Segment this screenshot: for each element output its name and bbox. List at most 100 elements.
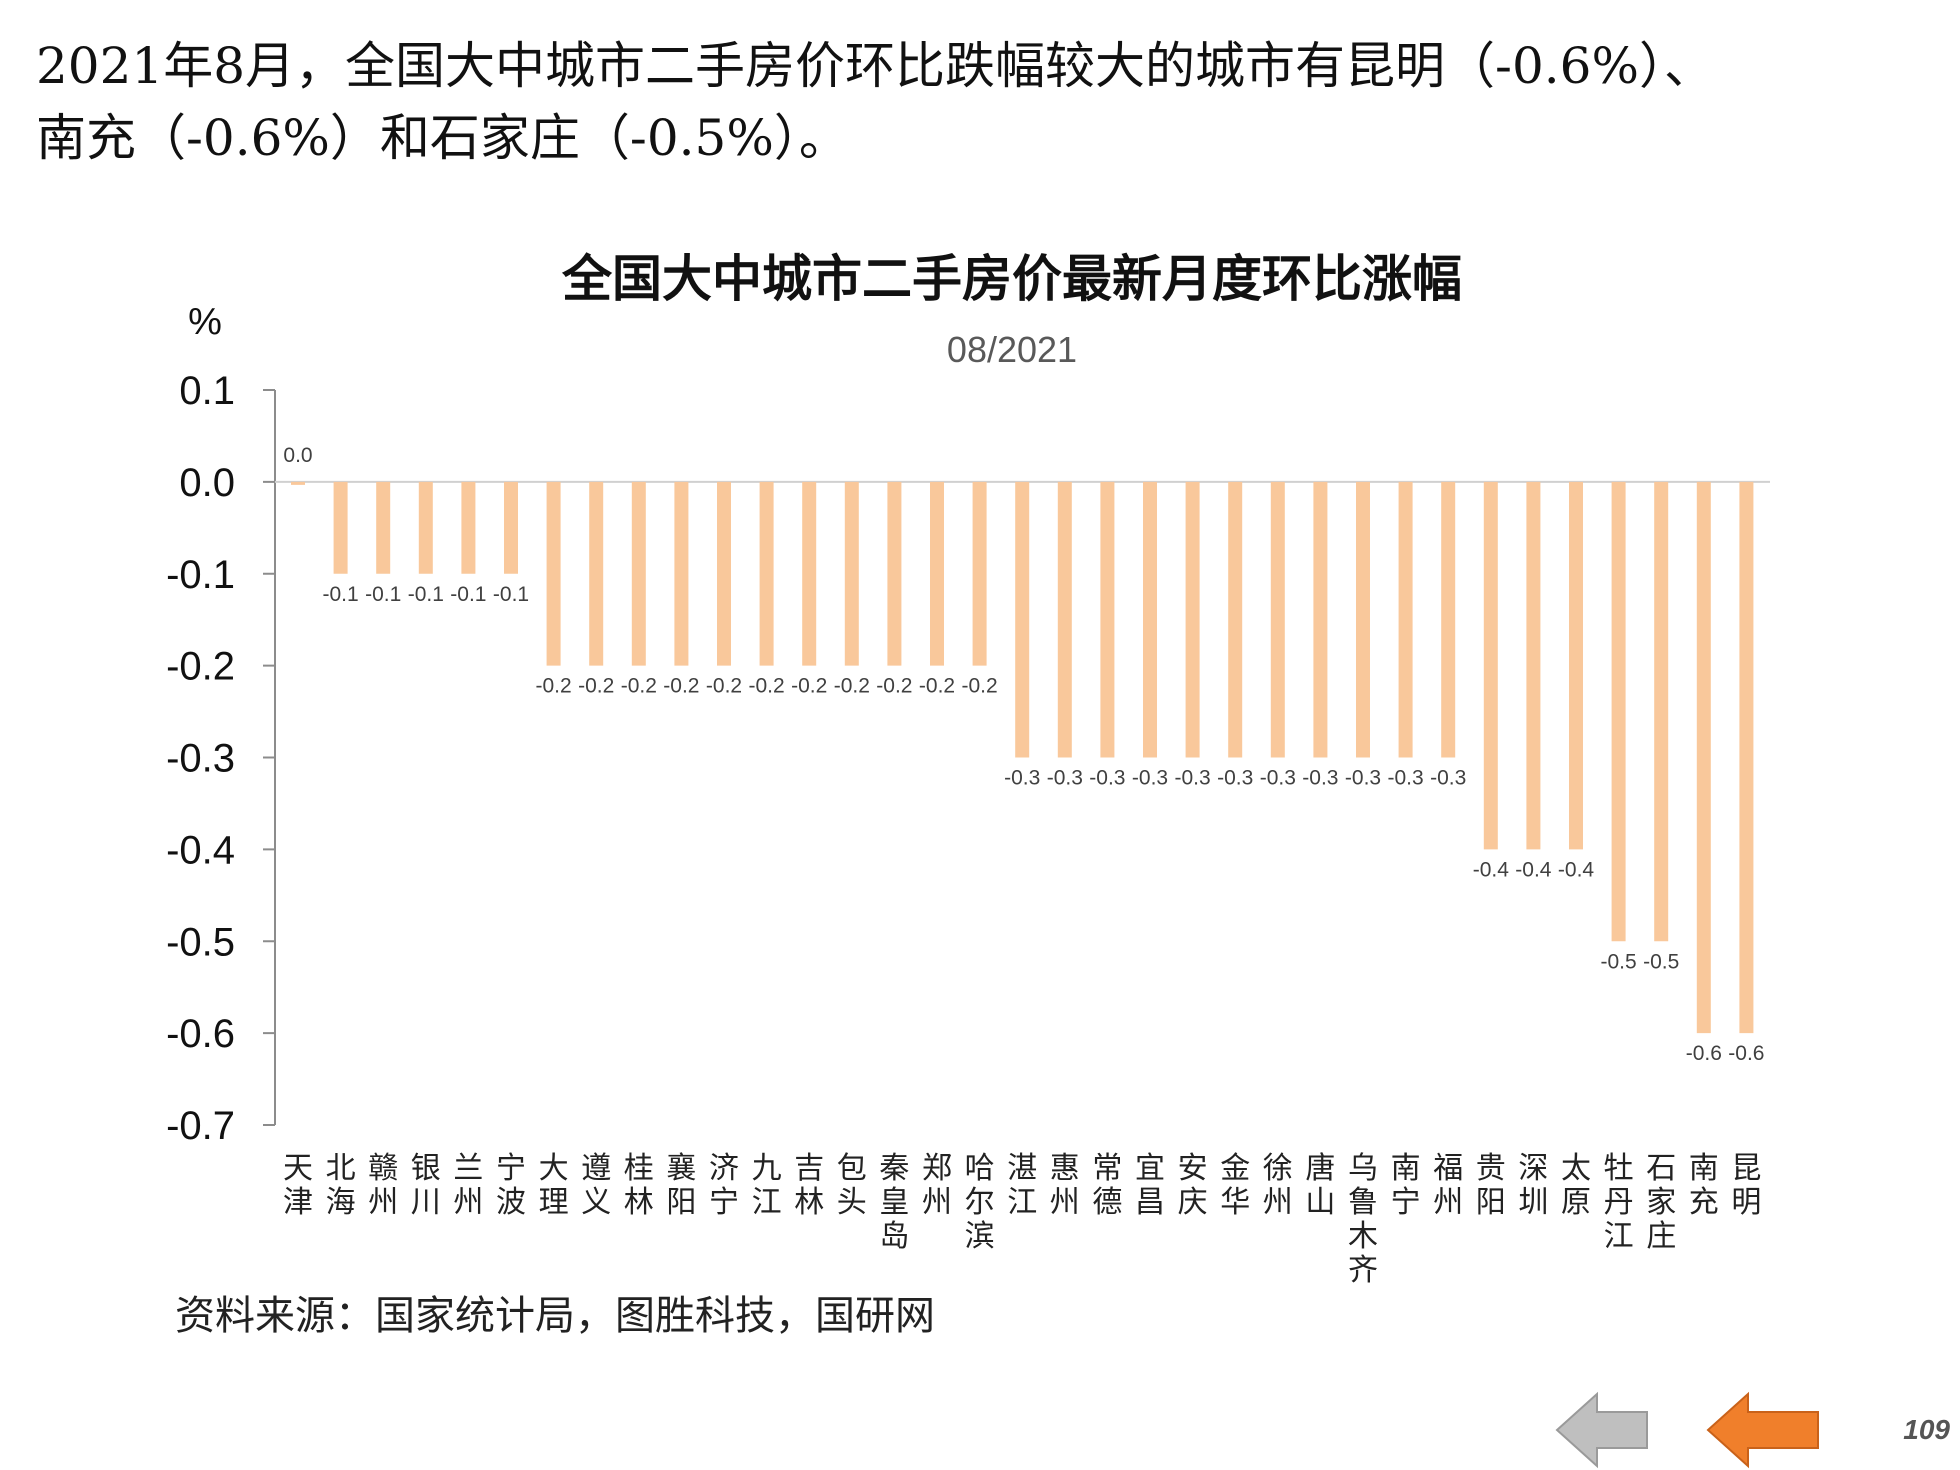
headline-line-1: 2021年8月，全国大中城市二手房价环比跌幅较大的城市有昆明（-0.6%）、 [36,37,1714,95]
data-label: -0.2 [834,675,870,698]
bar [844,481,859,666]
x-category-label: 襄阳 [666,1151,696,1220]
bar [504,481,518,574]
x-category-label: 宜昌 [1135,1151,1165,1220]
x-category-label: 贵阳 [1476,1151,1506,1220]
bar [887,481,902,666]
x-category-label: 银川 [411,1151,441,1220]
y-tick-label: 0.1 [179,369,235,413]
data-label: -0.4 [1558,858,1595,881]
bar [1015,481,1030,758]
data-labels: 0.0-0.1 -0.1 -0.1 -0.1 -0.1-0.2 -0.2 -0.2 -0.2-… [283,444,1764,1065]
x-category-label: 九江 [752,1151,782,1220]
x-category-label: 石家庄 [1646,1151,1676,1254]
bar [631,481,646,666]
data-label: -0.2 [621,675,657,698]
data-label: -0.1 [365,583,401,606]
x-category-label: 兰州 [453,1151,483,1220]
page-number: 109 [1903,1414,1950,1445]
x-category-label: 南充 [1689,1151,1719,1220]
x-category-label: 宁波 [496,1151,526,1220]
chart-subtitle: 08/2021 [947,329,1077,370]
data-label: -0.2 [663,675,699,698]
bar [674,481,689,666]
data-label: -0.1 [450,583,486,606]
x-category-label: 牡丹江 [1604,1151,1634,1254]
x-category-label: 哈尔滨 [965,1151,995,1254]
data-label: -0.2 [962,675,998,698]
x-category-label: 大理 [539,1151,569,1220]
data-label: -0.2 [749,675,785,698]
data-label: -0.4 [1515,858,1552,881]
data-label: -0.3 [1302,767,1338,790]
bar [1100,481,1115,758]
data-label: -0.3 [1047,767,1083,790]
bar [589,481,604,666]
x-category-label: 安庆 [1178,1151,1208,1220]
bar [461,481,476,574]
bar [1441,481,1456,758]
data-label: -0.3 [1217,767,1253,790]
x-category-label: 秦皇岛 [879,1151,909,1254]
data-label: -0.5 [1601,950,1637,973]
bar [802,481,817,666]
x-category-label: 郑州 [922,1151,952,1220]
y-axis: 0.1 0.0 -0.1 -0.2 -0.3 -0.4 -0.5 -0.6 -0.7 [166,369,1770,1148]
y-tick-label: -0.5 [166,920,235,964]
x-category-label: 唐山 [1305,1151,1335,1220]
data-label: -0.4 [1473,858,1510,881]
bar [1611,481,1626,942]
data-label: -0.6 [1728,1042,1764,1065]
bar [1228,481,1243,758]
chart-title: 全国大中城市二手房价最新月度环比涨幅 [561,250,1462,308]
bar [1356,481,1370,758]
x-category-label: 金华 [1220,1151,1250,1220]
data-label: -0.5 [1643,950,1679,973]
x-category-label: 徐州 [1263,1151,1293,1220]
data-label: -0.3 [1260,767,1296,790]
bar [717,481,731,666]
x-category-label: 太原 [1561,1151,1591,1220]
bar [1739,481,1754,1034]
data-label: -0.2 [706,675,742,698]
bar [1569,481,1583,850]
data-label: -0.2 [791,675,827,698]
bar [1696,481,1711,1034]
next-page-arrow-icon[interactable] [1706,1390,1821,1470]
data-label: -0.3 [1175,767,1211,790]
bar [376,481,391,574]
data-label: -0.2 [876,675,912,698]
data-label: -0.3 [1132,767,1168,790]
x-category-label: 湛江 [1007,1151,1037,1220]
bar [418,481,433,574]
x-category-label: 遵义 [581,1151,611,1220]
bar [333,481,348,574]
data-label: -0.2 [578,675,614,698]
y-tick-label: -0.7 [166,1104,235,1148]
data-label: -0.1 [493,583,529,606]
bar [1654,481,1669,942]
y-tick-label: -0.1 [166,553,235,597]
bar [1398,481,1413,758]
data-label: -0.6 [1686,1042,1722,1065]
source-note: 资料来源：国家统计局，图胜科技，国研网 [175,1293,935,1339]
data-label: -0.1 [323,583,359,606]
x-category-label: 惠州 [1050,1151,1080,1220]
headline-line-2: 南充（-0.6%）和石家庄（-0.5%）。 [36,109,849,167]
bar [291,481,305,485]
bar [1313,481,1328,758]
data-label: -0.3 [1089,767,1125,790]
x-category-label: 北海 [326,1151,356,1220]
x-category-label: 赣州 [368,1151,398,1220]
bar [1270,481,1285,758]
x-category-label: 吉林 [794,1151,824,1220]
bar [1483,481,1498,850]
x-category-label: 福州 [1433,1151,1463,1220]
bar [1526,481,1541,850]
bar [1057,481,1072,758]
previous-page-arrow-icon[interactable] [1555,1390,1650,1470]
bar-chart: 全国大中城市二手房价最新月度环比涨幅 08/2021 % 0.10.0-0.1-… [166,250,1770,1288]
y-tick-label: -0.6 [166,1012,235,1056]
y-tick-label: -0.4 [166,828,235,872]
data-label: 0.0 [283,444,312,467]
